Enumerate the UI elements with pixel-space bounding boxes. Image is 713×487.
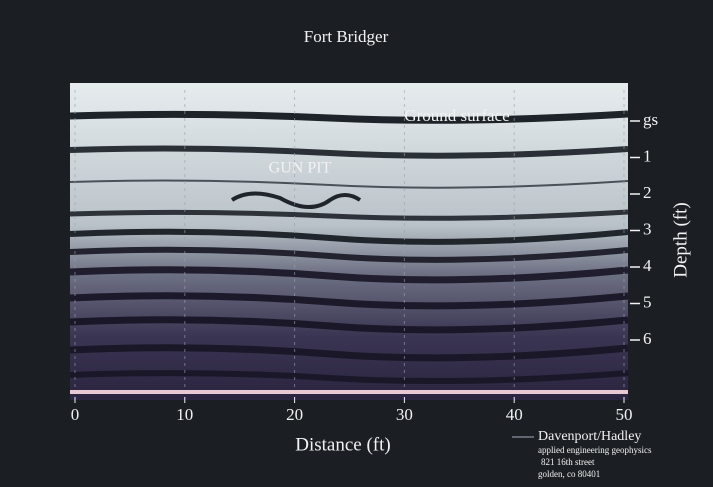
x-tick-label: 50 <box>616 405 633 424</box>
x-axis-title: Distance (ft) <box>295 434 390 455</box>
x-tick-label: 0 <box>71 405 80 424</box>
annotation: GUN PIT <box>269 160 332 177</box>
annotation: Ground surface <box>404 106 509 125</box>
x-tick-label: 10 <box>176 405 193 424</box>
credit: applied engineering geophysics <box>538 445 652 455</box>
y-tick-label: 6 <box>643 329 652 348</box>
x-tick-label: 30 <box>396 405 413 424</box>
y-tick-label: 4 <box>643 256 652 275</box>
y-tick-label: 1 <box>643 146 652 165</box>
y-tick-label: 5 <box>643 292 652 311</box>
x-tick-label: 40 <box>506 405 523 424</box>
y-axis-title: Depth (ft) <box>670 202 691 277</box>
y-tick-label: gs <box>643 110 658 129</box>
y-tick-label: 2 <box>643 183 652 202</box>
radargram-image <box>69 83 629 400</box>
credit: Davenport/Hadley <box>538 429 641 444</box>
credit: 821 16th street <box>541 457 595 467</box>
x-tick-label: 20 <box>286 405 303 424</box>
credit: golden, co 80401 <box>538 469 600 479</box>
chart-title: Fort Bridger <box>304 27 389 46</box>
y-tick-label: 3 <box>643 219 652 238</box>
